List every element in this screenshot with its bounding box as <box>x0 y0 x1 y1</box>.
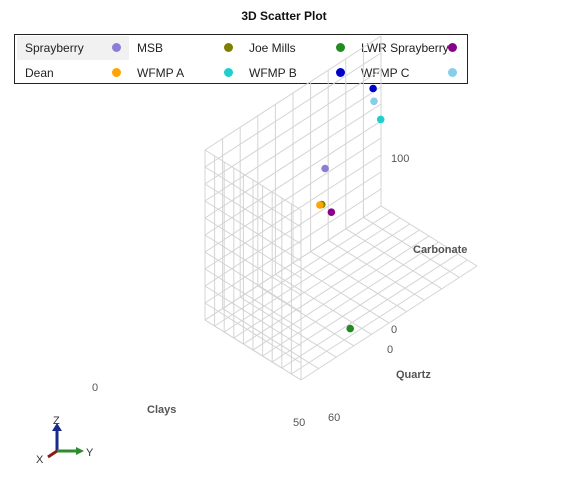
legend-marker <box>448 43 457 52</box>
grid-lines <box>204 35 478 381</box>
legend-item-lwr-sprayberry[interactable]: LWR Sprayberry <box>353 36 465 60</box>
wall-gridline <box>204 103 382 219</box>
y-tick-min: 0 <box>387 344 393 356</box>
legend-label: Sprayberry <box>25 41 84 55</box>
legend-label: LWR Sprayberry <box>361 41 449 55</box>
legend-label: WFMP A <box>137 66 185 80</box>
data-point-joe-mills[interactable] <box>346 324 355 333</box>
data-points <box>316 84 385 333</box>
data-point-wfmp-a[interactable] <box>376 115 385 124</box>
triad-z-label: Z <box>53 415 60 427</box>
wall-gridline <box>204 166 302 228</box>
legend-label: WFMP C <box>361 66 410 80</box>
legend-marker <box>112 43 121 52</box>
wall-gridline <box>204 120 382 236</box>
legend-marker <box>224 43 233 52</box>
legend-marker <box>448 68 457 77</box>
legend-item-msb[interactable]: MSB <box>129 36 241 60</box>
data-point-wfmp-b[interactable] <box>369 84 377 93</box>
floor-gridline <box>291 259 468 375</box>
floor-gridline <box>327 239 425 301</box>
legend-label: Joe Mills <box>249 41 296 55</box>
floor-gridline <box>292 262 390 324</box>
triad-y-head <box>76 447 84 455</box>
floor-gridline <box>345 228 443 290</box>
triad-x-label: X <box>36 454 44 466</box>
legend-label: MSB <box>137 41 164 55</box>
axis-triad: Z Y X <box>36 415 94 466</box>
y-tick-max: 60 <box>328 412 340 424</box>
legend-label: WFMP B <box>249 66 297 80</box>
data-point-sprayberry[interactable] <box>321 164 329 173</box>
wall-gridline <box>204 234 302 296</box>
floor-gridline <box>380 205 478 267</box>
legend-item-dean[interactable]: Dean <box>17 61 129 85</box>
floor-gridline <box>281 253 459 369</box>
legend-item-sprayberry[interactable]: Sprayberry <box>17 36 129 60</box>
wall-gridline <box>204 69 382 185</box>
legend-item-wfmp-c[interactable]: WFMP C <box>353 61 465 85</box>
x-tick-min: 0 <box>92 382 98 394</box>
floor-gridline <box>262 241 439 357</box>
y-axis-title: Quartz <box>396 369 431 381</box>
data-point-wfmp-c[interactable] <box>370 97 378 106</box>
legend-item-wfmp-a[interactable]: WFMP A <box>129 61 241 85</box>
data-point-dean[interactable] <box>316 201 324 209</box>
floor-gridline <box>363 216 460 278</box>
x-tick-max: 50 <box>293 417 305 429</box>
wall-gridline <box>204 149 302 211</box>
chart-title: 3D Scatter Plot <box>241 9 327 23</box>
data-point-lwr-sprayberry[interactable] <box>327 208 336 216</box>
legend-label: Dean <box>25 66 54 80</box>
x-axis-title: Clays <box>147 404 176 416</box>
wall-gridline <box>204 35 382 151</box>
triad-z-head <box>52 423 62 431</box>
legend-item-joe-mills[interactable]: Joe Mills <box>241 36 353 60</box>
floor-gridline <box>271 247 449 363</box>
wall-gridline <box>204 52 382 168</box>
floor-gridline <box>300 265 478 381</box>
wall-gridline <box>204 217 302 279</box>
legend-marker <box>336 68 345 77</box>
legend: Sprayberry MSB Joe Mills LWR Sprayberry … <box>14 34 468 84</box>
triad-y-label: Y <box>86 447 94 459</box>
wall-gridline <box>204 200 302 262</box>
legend-item-wfmp-b[interactable]: WFMP B <box>241 61 353 85</box>
triad-x-arrow <box>47 449 58 459</box>
legend-marker <box>336 43 345 52</box>
z-axis-title: Carbonate <box>413 244 467 256</box>
wall-gridline <box>204 86 382 202</box>
legend-marker <box>112 68 121 77</box>
z-tick-min: 0 <box>391 324 397 336</box>
legend-marker <box>224 68 233 77</box>
z-tick-max: 100 <box>391 153 409 165</box>
floor-gridline <box>310 251 407 313</box>
wall-gridline <box>204 183 302 245</box>
